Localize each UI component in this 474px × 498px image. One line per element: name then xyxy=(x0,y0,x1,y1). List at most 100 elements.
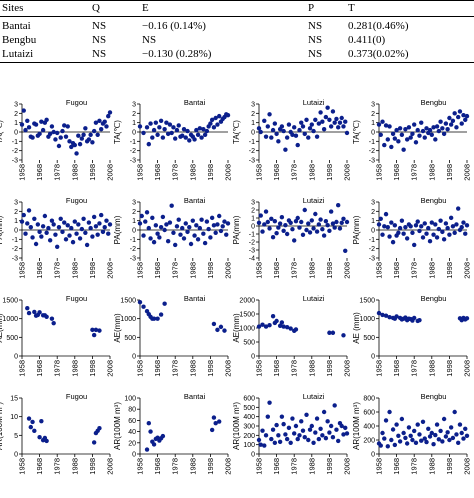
data-point xyxy=(283,432,288,437)
data-point xyxy=(397,225,403,231)
data-point xyxy=(457,422,463,427)
y-tick-label: 0 xyxy=(132,130,136,137)
data-point xyxy=(97,221,102,226)
x-tick-label: 2008 xyxy=(224,458,233,475)
data-point xyxy=(378,443,383,448)
data-point xyxy=(408,135,413,140)
data-point xyxy=(77,236,83,241)
data-point xyxy=(332,225,337,230)
table-header-t: T xyxy=(348,2,355,14)
data-point xyxy=(422,436,427,441)
data-point xyxy=(401,430,406,436)
data-point xyxy=(447,437,452,443)
y-axis-label: PA(mm) xyxy=(352,215,361,244)
data-point xyxy=(72,142,78,148)
y-axis-label: PA(mm) xyxy=(113,215,122,244)
x-tick-label: 1968 xyxy=(35,458,44,475)
x-tick-label: 1958 xyxy=(18,262,27,279)
data-point xyxy=(394,314,399,319)
data-point xyxy=(39,418,44,424)
scatter-panel: 0 500 1000 1500 1958 1968 1978 1988 1998 2008 AE(m… xyxy=(113,294,233,377)
panel-title: Bengbu xyxy=(421,98,447,107)
y-tick-label: -1 xyxy=(369,237,375,244)
data-point xyxy=(258,129,263,135)
data-point xyxy=(188,241,194,247)
data-point xyxy=(392,136,398,141)
y-tick-label: 3 xyxy=(132,200,136,207)
scatter-panel: -3 -2 -1 0 1 2 3 1958 1968 1978 1988 1998 2008 PA(mm)… xyxy=(0,196,115,279)
data-point xyxy=(262,222,267,227)
data-point xyxy=(269,216,274,221)
y-tick-label: 1000 xyxy=(120,316,136,323)
data-point xyxy=(383,418,389,423)
x-tick-label: 2008 xyxy=(106,262,115,279)
table-cell-t: 0.373(0.02%) xyxy=(348,48,409,60)
y-tick-label: 0 xyxy=(14,452,18,459)
y-tick-label: -2 xyxy=(12,246,18,253)
y-tick-label: 2 xyxy=(371,111,375,118)
data-point xyxy=(433,432,438,438)
data-point xyxy=(415,422,420,427)
x-tick-label: 1998 xyxy=(88,458,97,475)
data-point xyxy=(33,241,39,247)
data-point xyxy=(332,120,337,125)
data-point xyxy=(304,412,309,417)
scatter-panel: -3 -2 -1 0 1 2 3 1958 1968 1978 1988 1998 2008 TA(℃) B… xyxy=(352,98,472,181)
data-point xyxy=(99,127,104,132)
y-tick-label: 1500 xyxy=(239,312,255,319)
data-point xyxy=(26,310,32,316)
data-point xyxy=(213,230,218,235)
x-tick-label: 1988 xyxy=(188,458,197,475)
y-axis-label: AE (mm) xyxy=(352,312,361,344)
data-point xyxy=(376,122,382,127)
panel-title: Bantai xyxy=(184,196,206,205)
data-point xyxy=(295,142,300,148)
data-point xyxy=(415,219,420,224)
data-point xyxy=(459,430,464,436)
data-point xyxy=(143,219,148,224)
panel-title: Lutaizi xyxy=(303,98,325,107)
data-point xyxy=(433,222,438,227)
data-point xyxy=(65,223,70,228)
data-point xyxy=(144,447,150,452)
data-point xyxy=(258,442,263,447)
data-point xyxy=(185,128,190,134)
data-point xyxy=(208,121,213,126)
data-point xyxy=(419,120,424,125)
data-point xyxy=(49,316,55,321)
data-point xyxy=(382,224,387,229)
data-point xyxy=(211,415,217,420)
data-point xyxy=(300,232,306,237)
data-point xyxy=(309,122,314,127)
y-axis-label: TA(℃) xyxy=(113,120,122,144)
data-point xyxy=(311,440,316,445)
data-point xyxy=(454,432,459,437)
data-point xyxy=(394,422,399,427)
x-tick-label: 1998 xyxy=(325,458,334,475)
y-tick-label: 10 xyxy=(10,414,18,421)
data-point xyxy=(91,332,97,338)
x-tick-label: 2008 xyxy=(224,262,233,279)
x-tick-label: 2008 xyxy=(224,360,233,377)
x-tick-label: 1978 xyxy=(171,360,180,377)
data-point xyxy=(67,139,72,144)
data-point xyxy=(464,223,470,228)
data-point xyxy=(441,237,447,242)
data-point xyxy=(339,423,344,429)
data-point xyxy=(270,427,276,432)
x-tick-label: 1958 xyxy=(375,262,384,279)
data-point xyxy=(389,144,394,150)
data-point xyxy=(288,326,293,331)
x-tick-label: 1998 xyxy=(206,458,215,475)
data-point xyxy=(440,439,445,444)
x-tick-label: 1958 xyxy=(255,164,264,181)
y-tick-label: -1 xyxy=(130,237,136,244)
data-point xyxy=(51,320,56,326)
table-cell-site: Bengbu xyxy=(2,34,37,46)
data-point xyxy=(204,219,210,224)
data-point xyxy=(86,220,92,225)
y-axis-label: AR(100M m³) xyxy=(232,402,241,450)
panel-title: Bantai xyxy=(184,98,206,107)
data-point xyxy=(299,219,304,225)
